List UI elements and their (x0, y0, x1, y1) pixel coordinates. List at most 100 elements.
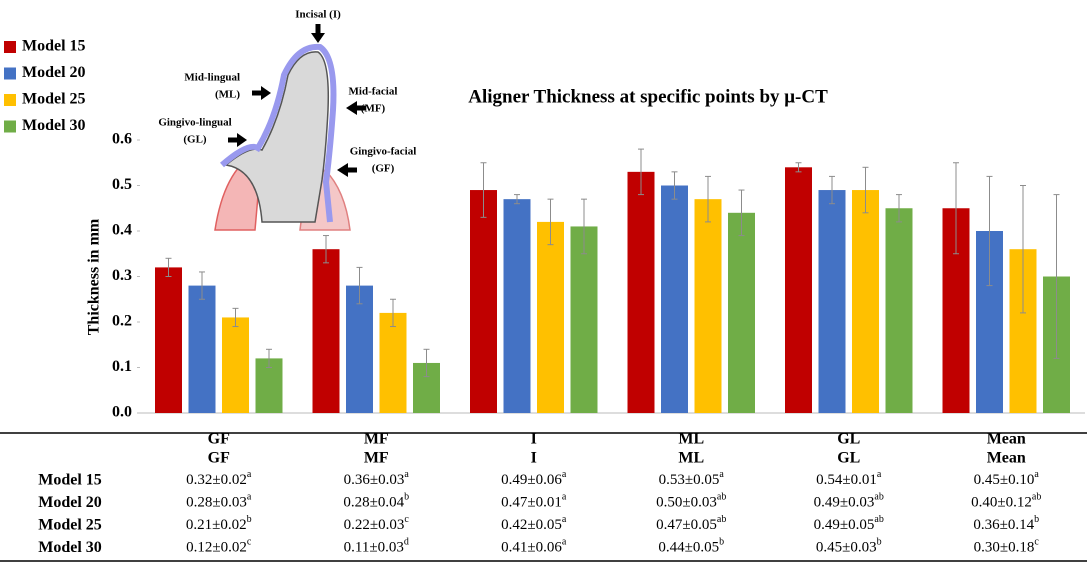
cell-value: 0.49±0.05 (814, 517, 875, 533)
table-header: Mean (987, 450, 1026, 467)
cell-value: 0.54±0.01 (816, 472, 877, 488)
diagram-label: (ML) (215, 89, 240, 101)
cell-superscript: c (247, 537, 252, 548)
bar (885, 208, 913, 413)
tooth (224, 51, 330, 223)
cell-superscript: a (1034, 469, 1039, 480)
error-bar (423, 348, 430, 378)
cell-superscript: c (404, 514, 409, 525)
bar (503, 199, 531, 413)
aligner-outline (220, 43, 337, 223)
row-label: Model 30 (38, 539, 102, 556)
bar (627, 171, 655, 413)
cell-superscript: d (404, 537, 409, 548)
x-tick-label: GL (837, 431, 860, 448)
bar (470, 190, 497, 413)
error-bar (165, 257, 172, 277)
legend-swatch (4, 41, 16, 53)
row-label: Model 20 (38, 494, 102, 511)
legend-label: Model 25 (22, 91, 86, 108)
cell-superscript: b (1034, 514, 1039, 525)
table-header: GF (208, 450, 230, 467)
bar (222, 317, 249, 413)
diagram-label: (GF) (372, 163, 395, 175)
bar (379, 312, 407, 413)
table-header: MF (364, 450, 389, 467)
y-axis-label: Thickness in mm (86, 218, 103, 335)
x-tick-label: GF (208, 431, 230, 448)
table-cell: 0.11±0.03d (344, 537, 409, 556)
error-bar (547, 198, 554, 246)
cell-superscript: b (877, 537, 882, 548)
bar (852, 190, 879, 413)
bar (155, 267, 182, 413)
cell-value: 0.30±0.18 (974, 540, 1035, 556)
table-cell: 0.44±0.05b (658, 537, 724, 556)
cell-superscript: a (877, 469, 882, 480)
bar (785, 167, 812, 413)
cell-superscript: ab (1032, 492, 1041, 503)
y-tick-label: 0.1 (112, 358, 132, 375)
error-bar (738, 189, 745, 237)
error-bar (199, 271, 205, 300)
cell-superscript: ab (717, 492, 726, 503)
cell-value: 0.44±0.05 (658, 540, 719, 556)
arrow (346, 101, 357, 115)
error-bar (323, 235, 329, 264)
cell-superscript: a (404, 469, 409, 480)
cell-value: 0.28±0.04 (343, 495, 404, 511)
table-cell: 0.49±0.05ab (814, 514, 884, 533)
cell-superscript: b (247, 514, 252, 525)
error-bar (671, 171, 678, 200)
cell-value: 0.11±0.03 (344, 540, 404, 556)
legend-swatch (4, 120, 16, 133)
table-cell: 0.42±0.05a (501, 514, 567, 533)
table-cell: 0.49±0.03ab (814, 492, 884, 511)
arrow (337, 163, 348, 177)
table-cell: 0.49±0.06a (501, 469, 567, 488)
cell-superscript: a (562, 537, 567, 548)
cell-value: 0.36±0.14 (973, 517, 1034, 533)
table-cell: 0.28±0.04b (343, 492, 409, 511)
cell-value: 0.40±0.12 (971, 495, 1032, 511)
cell-superscript: ab (874, 492, 883, 503)
bar (694, 199, 722, 413)
error-bar (1053, 194, 1060, 359)
table-cell: 0.41±0.06a (501, 537, 567, 556)
cell-value: 0.50±0.03 (656, 495, 717, 511)
error-bar (829, 175, 835, 205)
table-cell: 0.45±0.03b (816, 537, 882, 556)
row-label: Model 25 (38, 517, 102, 534)
cell-value: 0.47±0.05 (656, 517, 717, 533)
table-cell: 0.40±0.12ab (971, 492, 1041, 511)
error-bar (356, 266, 363, 305)
error-bar (862, 166, 869, 214)
cell-value: 0.49±0.03 (814, 495, 875, 511)
cell-value: 0.47±0.01 (501, 495, 562, 511)
error-bar (266, 348, 272, 368)
cell-value: 0.53±0.05 (659, 472, 720, 488)
error-bar (953, 162, 959, 255)
legend-label: Model 15 (22, 38, 86, 55)
diagram-label: (MF) (361, 103, 386, 115)
cell-value: 0.45±0.03 (816, 540, 877, 556)
y-tick-label: 0.2 (112, 313, 132, 330)
diagram-label: Gingivo-facial (350, 146, 417, 158)
diagram-label: Gingivo-lingual (158, 117, 231, 129)
table-cell: 0.36±0.03a (344, 469, 410, 488)
cell-superscript: a (562, 469, 567, 480)
y-tick-label: 0.6 (112, 131, 132, 148)
bar (346, 285, 373, 413)
table-header: ML (678, 450, 704, 467)
bar (661, 185, 688, 413)
legend-swatch (4, 67, 16, 80)
error-bar (514, 194, 520, 205)
bar (188, 285, 216, 413)
table-cell: 0.22±0.03c (344, 514, 410, 533)
cell-value: 0.49±0.06 (501, 472, 562, 488)
x-tick-label: Mean (987, 431, 1026, 448)
error-bar (390, 298, 396, 328)
y-tick-label: 0.5 (112, 176, 132, 193)
arrow (237, 133, 247, 147)
cell-superscript: b (719, 537, 724, 548)
